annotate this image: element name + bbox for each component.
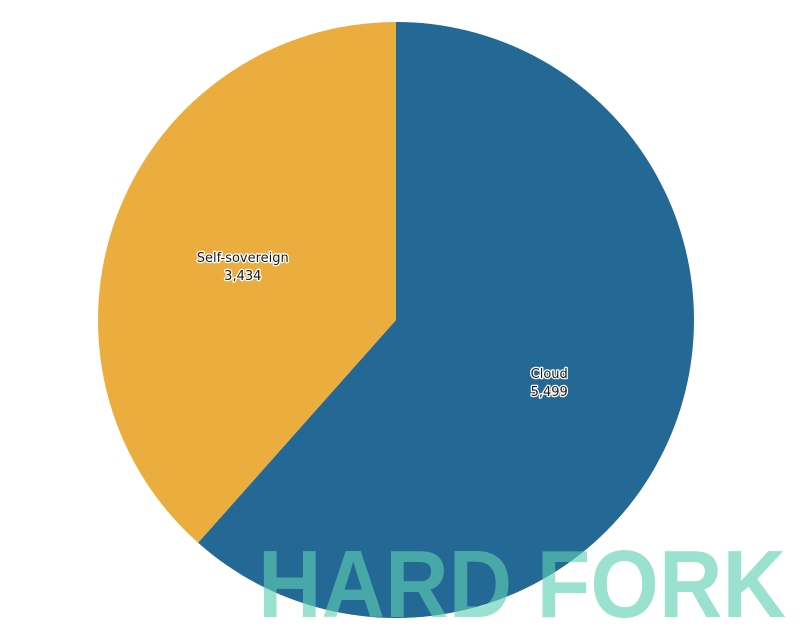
pie-slice-cloud [198, 22, 694, 618]
slice-label: Cloud [531, 367, 568, 382]
slice-label: Self-sovereign [197, 251, 289, 266]
watermark-logo: HARD FORK [258, 531, 786, 628]
slice-value-label: 3,434 [224, 269, 261, 284]
pie-slice-self-sovereign [98, 22, 397, 543]
slice-value-label: 5,499 [531, 385, 568, 400]
